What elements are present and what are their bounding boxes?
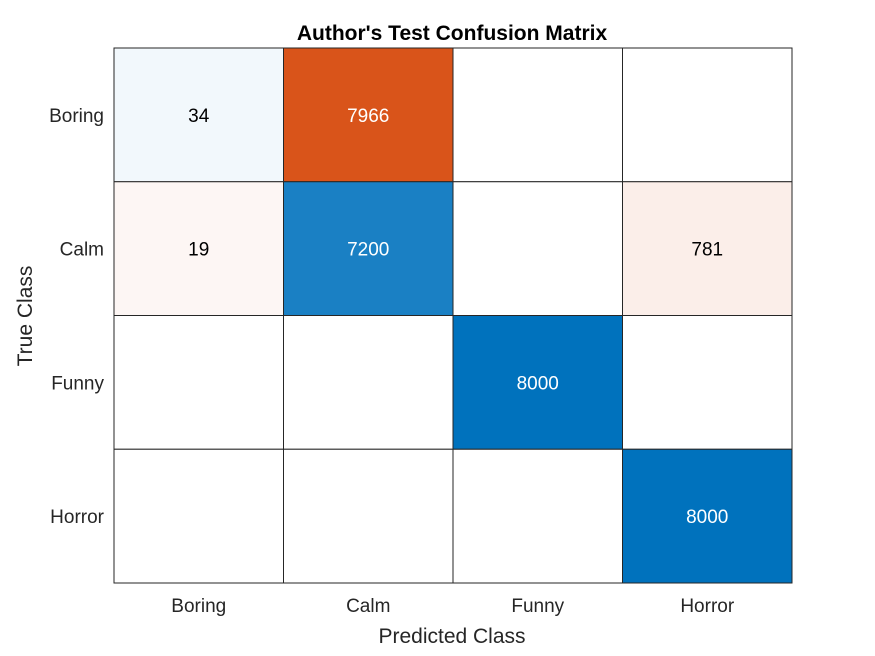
matrix-cell-1-1	[283, 181, 454, 316]
cell-value-0-1: 7966	[347, 106, 389, 127]
x-tick-labels: Boring Calm Funny Horror	[171, 596, 735, 617]
matrix-cell-0-3	[622, 47, 793, 183]
matrix-cell-3-3	[622, 448, 793, 584]
cell-value-1-1: 7200	[347, 240, 389, 261]
matrix-cell-1-3	[622, 181, 793, 316]
x-axis-label: Predicted Class	[378, 625, 525, 648]
y-tick-label: Calm	[60, 240, 104, 261]
y-tick-labels: Boring Calm Funny Horror	[49, 106, 105, 528]
cell-value-1-3: 781	[691, 240, 723, 261]
cell-value-0-0: 34	[188, 106, 210, 127]
matrix-cell-2-0	[113, 315, 284, 450]
cell-value-3-3: 8000	[686, 507, 728, 528]
x-tick-label: Horror	[680, 596, 735, 617]
cell-value-2-2: 8000	[517, 373, 559, 394]
chart-title: Author's Test Confusion Matrix	[297, 22, 608, 45]
y-tick-label: Funny	[51, 373, 104, 394]
y-axis-label: True Class	[14, 266, 37, 367]
x-tick-label: Calm	[346, 596, 390, 617]
cell-value-1-0: 19	[188, 240, 209, 261]
matrix-cell-3-1	[283, 448, 454, 584]
matrix-cell-0-1	[283, 47, 454, 183]
matrix-cell-1-0	[113, 181, 284, 316]
y-tick-label: Horror	[50, 507, 105, 528]
matrix-cell-1-2	[452, 181, 623, 316]
y-tick-label: Boring	[49, 106, 104, 127]
matrix-cell-2-3	[622, 315, 793, 450]
x-tick-label: Boring	[171, 596, 226, 617]
x-tick-label: Funny	[511, 596, 564, 617]
matrix-cell-3-2	[452, 448, 623, 584]
matrix-cell-3-0	[113, 448, 284, 584]
matrix-cell-2-2	[452, 315, 623, 450]
matrix-cells: 34 7966 19 7200 781 8000 8000	[113, 47, 793, 584]
matrix-cell-0-2	[452, 47, 623, 183]
matrix-cell-0-0	[113, 47, 284, 183]
matrix-cell-2-1	[283, 315, 454, 450]
